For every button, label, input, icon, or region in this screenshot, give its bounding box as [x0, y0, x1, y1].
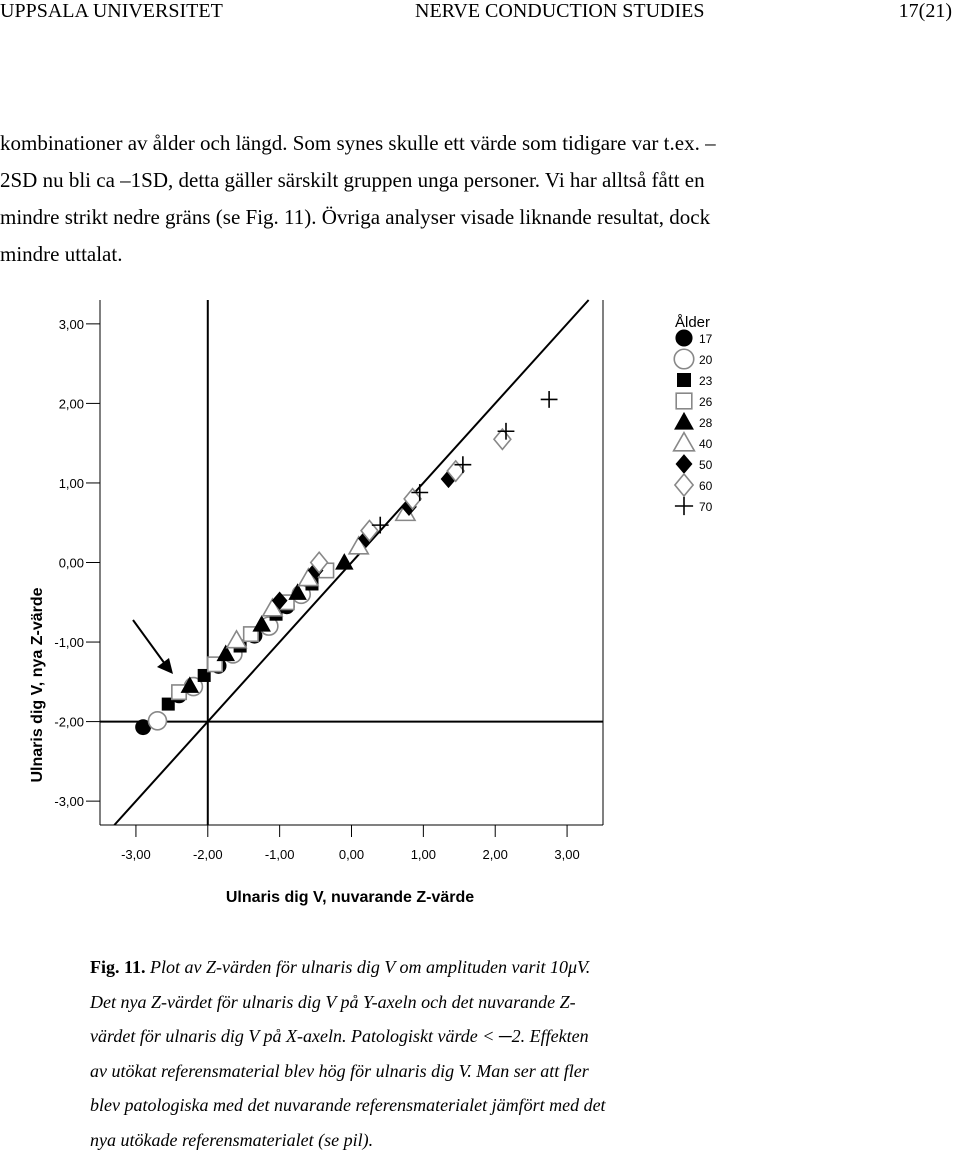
caption-line: värdet för ulnaris dig V på X-axeln. Pat…	[90, 1019, 950, 1054]
legend-marker	[676, 393, 692, 409]
caption-line: av utökat referensmaterial blev hög för …	[90, 1054, 950, 1089]
legend-marker	[675, 474, 693, 496]
scatter-chart: 3,00 2,00 1,00 0,00 -1,00 -2,00 -3,00 -3,00 -2,…	[0, 290, 960, 920]
legend: Ålder 17 20 23 26 28 40 50 60 70	[674, 314, 713, 515]
data-point	[494, 429, 511, 449]
y-tick-label: -3,00	[54, 794, 84, 809]
legend-label: 50	[699, 458, 713, 472]
y-axis: 3,00 2,00 1,00 0,00 -1,00 -2,00 -3,00	[54, 317, 100, 809]
legend-marker	[676, 330, 692, 346]
legend-marker	[678, 374, 691, 387]
data-point	[541, 391, 558, 408]
y-tick-label: 1,00	[59, 476, 84, 491]
legend-label: 20	[699, 353, 713, 367]
caption-label: Fig. 11.	[90, 957, 146, 977]
x-tick-label: 3,00	[554, 847, 579, 862]
paragraph-line: mindre strikt nedre gräns (se Fig. 11). …	[0, 199, 930, 236]
caption-line: Fig. 11. Plot av Z-värden för ulnaris di…	[90, 950, 950, 985]
legend-title: Ålder	[675, 314, 710, 331]
x-tick-label: -2,00	[193, 847, 223, 862]
y-axis-label: Ulnaris dig V, nya Z-värde	[29, 587, 46, 782]
legend-marker	[675, 413, 693, 429]
legend-label: 17	[699, 332, 713, 346]
caption-text: Plot av Z-värden för ulnaris dig V om am…	[146, 957, 591, 977]
legend-label: 26	[699, 395, 713, 409]
paragraph-line: kombinationer av ålder och längd. Som sy…	[0, 125, 930, 162]
x-tick-label: -3,00	[121, 847, 151, 862]
legend-label: 23	[699, 374, 713, 388]
reference-lines	[100, 300, 603, 825]
figure-caption: Fig. 11. Plot av Z-värden för ulnaris di…	[90, 950, 950, 1157]
y-tick-label: 2,00	[59, 396, 84, 411]
x-axis-label: Ulnaris dig V, nuvarande Z-värde	[226, 889, 474, 906]
legend-label: 60	[699, 479, 713, 493]
y-tick-label: -1,00	[54, 635, 84, 650]
y-tick-label: -2,00	[54, 715, 84, 730]
caption-line: nya utökade referensmaterialet (se pil).	[90, 1123, 950, 1157]
legend-marker	[674, 433, 695, 451]
annotation-arrow	[133, 620, 173, 674]
body-paragraph: kombinationer av ålder och längd. Som sy…	[0, 125, 930, 273]
legend-label: 28	[699, 416, 713, 430]
x-tick-label: 2,00	[483, 847, 508, 862]
data-point	[336, 554, 353, 569]
y-tick-label: 0,00	[59, 556, 84, 571]
header-left: UPPSALA UNIVERSITET	[0, 0, 223, 22]
x-tick-label: 0,00	[339, 847, 364, 862]
legend-marker	[675, 497, 693, 515]
legend-marker	[676, 455, 692, 473]
legend-marker	[674, 349, 694, 369]
caption-line: Det nya Z-värdet för ulnaris dig V på Y-…	[90, 985, 950, 1020]
paragraph-line: 2SD nu bli ca –1SD, detta gäller särskil…	[0, 162, 930, 199]
data-points	[136, 391, 558, 735]
x-axis: -3,00 -2,00 -1,00 0,00 1,00 2,00 3,00	[121, 825, 580, 862]
paragraph-line: mindre uttalat.	[0, 236, 930, 273]
header-page-number: 17(21)	[899, 0, 952, 22]
legend-label: 40	[699, 437, 713, 451]
header-center: NERVE CONDUCTION STUDIES	[415, 0, 705, 22]
caption-line: blev patologiska med det nuvarande refer…	[90, 1088, 950, 1123]
legend-label: 70	[699, 500, 713, 514]
x-tick-label: -1,00	[265, 847, 295, 862]
y-tick-label: 3,00	[59, 317, 84, 332]
x-tick-label: 1,00	[411, 847, 436, 862]
identity-line	[114, 300, 588, 825]
data-point	[148, 712, 166, 730]
